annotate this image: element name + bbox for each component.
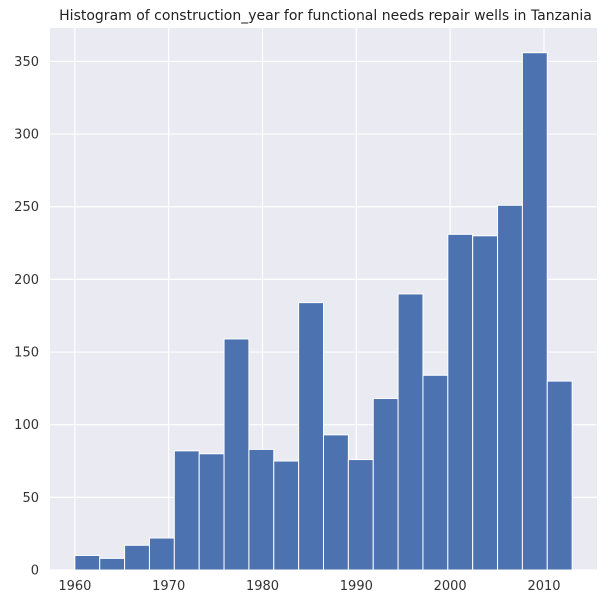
histogram-bar: [447, 233, 474, 571]
histogram-bar: [248, 448, 275, 571]
x-tick-label: 1960: [58, 579, 91, 594]
histogram-bar: [472, 235, 499, 571]
histogram-bar: [497, 204, 523, 571]
histogram-bar: [223, 338, 250, 571]
x-tick-label: 1970: [152, 579, 185, 594]
x-tick-label: 2000: [434, 579, 467, 594]
y-tick-label: 0: [31, 564, 39, 579]
histogram-bar: [372, 398, 399, 571]
y-tick-label: 200: [14, 273, 39, 288]
y-tick-label: 50: [22, 491, 39, 506]
histogram-bar: [546, 380, 573, 571]
histogram-bar: [521, 52, 548, 571]
histogram-bar: [273, 460, 300, 571]
histogram-bar: [347, 459, 374, 571]
y-tick-label: 150: [14, 346, 39, 361]
x-tick-label: 1990: [340, 579, 373, 594]
histogram-bar: [298, 302, 324, 571]
histogram-bar: [422, 374, 449, 571]
y-tick-label: 350: [14, 55, 39, 70]
histogram-bar: [397, 293, 424, 571]
x-tick-label: 2010: [527, 579, 560, 594]
chart-title: Histogram of construction_year for funct…: [59, 8, 592, 24]
y-tick-label: 300: [14, 128, 39, 143]
histogram-bar: [323, 434, 349, 571]
y-tick-label: 100: [14, 418, 39, 433]
x-axis-ticks: 1960 1970 1980 1990 2000 2010: [58, 579, 560, 594]
histogram-bar: [148, 537, 175, 571]
x-tick-label: 1980: [246, 579, 279, 594]
histogram-bar: [74, 554, 101, 571]
y-tick-label: 250: [14, 200, 39, 215]
histogram-bar: [124, 544, 150, 571]
histogram-bar: [198, 453, 225, 571]
histogram-bars: [74, 52, 573, 571]
histogram-bar: [99, 557, 126, 571]
histogram-bar: [173, 450, 200, 571]
y-axis-ticks: 0 50 100 150 200 250 300 350: [14, 55, 39, 579]
